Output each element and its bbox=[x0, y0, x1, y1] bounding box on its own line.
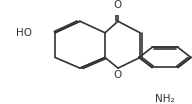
Text: NH₂: NH₂ bbox=[155, 94, 175, 104]
Text: O: O bbox=[114, 0, 122, 10]
Text: O: O bbox=[114, 70, 122, 80]
Text: HO: HO bbox=[16, 28, 32, 38]
